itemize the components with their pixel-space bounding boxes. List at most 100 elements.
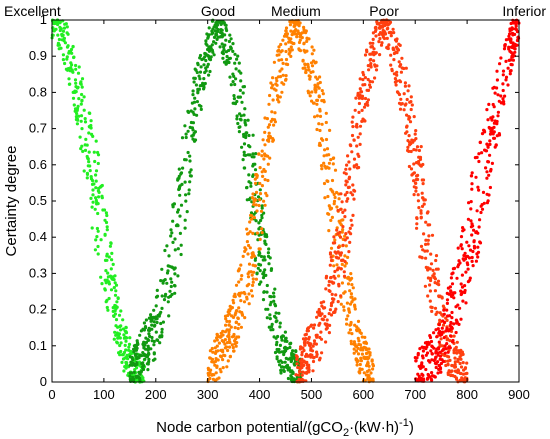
data-point: [267, 247, 271, 251]
data-point: [278, 363, 282, 367]
data-point: [251, 231, 255, 235]
data-point: [139, 370, 143, 374]
data-point: [168, 289, 172, 293]
data-point: [235, 114, 239, 118]
data-point: [415, 356, 419, 360]
data-point: [248, 230, 252, 234]
data-point: [137, 363, 141, 367]
data-point: [337, 256, 341, 260]
data-point: [356, 319, 361, 323]
data-point: [291, 356, 295, 360]
data-point: [468, 248, 473, 252]
data-point: [251, 277, 255, 281]
data-point: [242, 300, 247, 304]
data-point: [90, 132, 94, 136]
data-point: [268, 313, 272, 317]
data-point: [371, 362, 375, 366]
data-point: [425, 249, 429, 253]
data-point: [97, 195, 101, 199]
data-point: [257, 152, 261, 156]
data-point: [343, 238, 347, 242]
data-point: [441, 319, 445, 323]
data-point: [434, 349, 438, 353]
data-point: [159, 310, 163, 314]
data-point: [355, 360, 359, 364]
data-point: [176, 177, 180, 181]
data-point: [342, 274, 347, 278]
data-point: [333, 310, 337, 314]
data-point: [362, 371, 366, 375]
data-point: [271, 83, 275, 87]
data-point: [83, 148, 88, 152]
data-point: [306, 65, 310, 69]
data-point: [244, 247, 248, 251]
data-point: [228, 355, 232, 359]
data-point: [169, 234, 173, 238]
data-point: [61, 58, 65, 62]
data-point: [434, 365, 438, 370]
data-point: [234, 77, 238, 81]
data-point: [340, 230, 344, 234]
data-point: [269, 119, 273, 123]
data-point: [425, 377, 429, 381]
data-point: [254, 203, 258, 207]
data-point: [341, 228, 345, 232]
data-point: [430, 309, 434, 313]
y-tick-label: 0.8: [29, 84, 47, 99]
data-point: [289, 374, 293, 378]
data-point: [232, 74, 236, 78]
data-point: [405, 97, 409, 102]
data-point: [77, 97, 81, 101]
data-point: [57, 47, 61, 51]
data-point: [173, 266, 177, 270]
data-point: [239, 277, 243, 281]
data-point: [327, 312, 331, 316]
data-point: [317, 358, 322, 362]
data-point: [237, 280, 241, 284]
data-point: [124, 326, 128, 330]
data-point: [351, 183, 355, 187]
data-point: [321, 92, 325, 96]
data-point: [71, 70, 75, 74]
data-point: [280, 365, 284, 369]
data-point: [210, 357, 215, 361]
data-point: [270, 86, 274, 90]
data-point: [149, 313, 153, 317]
data-point: [227, 337, 231, 341]
data-point: [193, 107, 197, 111]
data-point: [358, 132, 362, 136]
data-point: [231, 298, 235, 302]
data-point: [284, 57, 289, 62]
data-point: [93, 207, 97, 211]
data-point: [222, 340, 226, 344]
data-point: [206, 366, 210, 370]
data-point: [346, 154, 350, 158]
data-point: [359, 331, 363, 335]
data-point: [450, 310, 454, 315]
data-point: [369, 371, 373, 375]
data-point: [419, 244, 424, 248]
data-point: [432, 358, 436, 363]
data-point: [297, 47, 301, 51]
data-point: [299, 363, 303, 367]
data-point: [440, 296, 444, 300]
data-point: [448, 358, 452, 362]
data-point: [304, 354, 308, 358]
data-point: [185, 210, 189, 214]
data-point: [207, 73, 211, 77]
data-point: [107, 282, 111, 286]
data-point: [109, 241, 113, 245]
data-point: [462, 228, 466, 232]
data-point: [94, 169, 99, 173]
data-point: [114, 289, 118, 293]
data-point: [350, 332, 354, 336]
data-point: [106, 275, 110, 279]
data-point: [239, 291, 243, 295]
data-point: [127, 345, 131, 349]
data-point: [452, 351, 456, 355]
data-point: [216, 29, 220, 34]
data-point: [110, 251, 114, 255]
data-point: [469, 207, 473, 211]
data-point: [273, 302, 277, 306]
data-point: [213, 351, 218, 355]
